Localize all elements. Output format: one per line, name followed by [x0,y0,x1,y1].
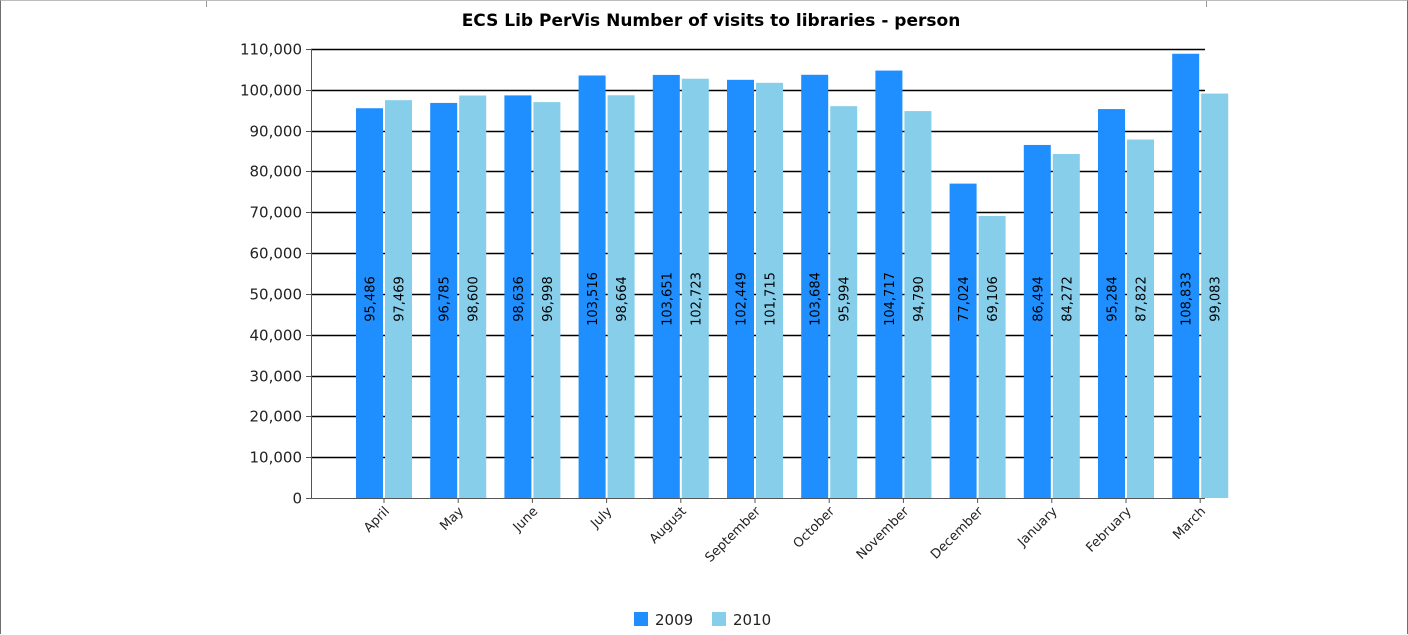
data-label: 69,106 [986,276,1001,322]
data-label: 87,822 [1135,276,1150,322]
axes [311,49,1205,503]
data-label: 95,486 [364,276,379,322]
bar [904,111,932,498]
data-label: 77,024 [957,276,972,322]
data-label: 98,636 [512,276,527,322]
bar [430,102,458,499]
x-tick-label: December [928,504,987,563]
y-tick-label: 20,000 [250,408,303,426]
data-label: 104,717 [883,272,898,326]
y-tick-label: 60,000 [250,245,303,263]
y-tick-label: 30,000 [250,368,303,386]
frame-tick [1206,1,1207,7]
bar [681,78,709,498]
data-label: 99,083 [1209,276,1224,322]
frame-tick [206,1,207,7]
chart-title: ECS Lib PerVis Number of visits to libra… [462,11,961,31]
data-label: 96,785 [438,276,453,322]
bar [533,102,561,498]
y-tick-label: 50,000 [250,286,303,304]
bar [830,106,858,498]
bar [1052,154,1080,498]
x-tick-label: April [361,504,393,536]
data-label: 103,516 [586,272,601,326]
y-tick-label: 0 [292,490,302,508]
y-tick-label: 110,000 [240,41,302,59]
y-tick-label: 10,000 [250,449,303,467]
x-tick-label: March [1170,504,1209,543]
y-tick-label: 40,000 [250,327,303,345]
bar [652,74,680,498]
data-label: 95,994 [838,276,853,322]
data-label: 108,833 [1180,272,1195,326]
x-tick-label: January [1014,504,1060,550]
x-tick-label: May [437,504,467,534]
bar [385,100,412,498]
x-tick-label: September [702,504,764,566]
bar [1098,109,1125,498]
data-label: 102,449 [735,272,750,326]
y-tick-label: 100,000 [240,82,302,100]
data-label: 94,790 [912,276,927,322]
data-label: 86,494 [1031,276,1046,322]
data-label: 101,715 [764,272,779,326]
x-tick-label: October [791,504,839,552]
data-label: 96,998 [541,276,556,322]
bar [756,82,783,498]
legend-swatch [712,612,726,626]
x-tick-label: February [1083,504,1135,556]
x-tick-label: July [588,504,616,532]
bar [459,95,487,499]
data-label: 103,684 [809,272,824,326]
data-label: 84,272 [1060,276,1075,322]
bar [978,215,1006,498]
bar [607,95,635,499]
x-tick-label: August [647,504,690,547]
data-label: 103,651 [660,272,675,326]
bar [356,108,383,499]
bar [1172,53,1200,498]
data-label: 98,664 [615,276,630,322]
data-label: 102,723 [689,272,704,326]
bar [727,79,754,498]
legend: 2009 2010 [634,611,771,629]
data-label: 95,284 [1106,276,1121,322]
bar [1023,144,1051,499]
bar [578,75,606,499]
data-labels: 95,486 97,469 96,785 98,600 98,636 96,998 103,… [364,272,1224,326]
y-axis-ticks: 0 10,000 20,000 30,000 40,000 50,000 60,000 70,… [240,41,311,508]
bar [949,183,977,498]
legend-swatch [634,612,648,626]
bars [356,53,1229,499]
legend-label: 2009 [655,611,693,629]
bar [801,74,829,498]
bar [504,95,532,499]
data-label: 98,600 [467,276,482,322]
data-label: 97,469 [393,276,408,322]
x-tick-label: June [510,504,541,535]
y-tick-label: 70,000 [250,204,303,222]
x-tick-label: November [854,504,913,563]
y-tick-label: 90,000 [250,123,303,141]
y-tick-label: 80,000 [250,163,303,181]
x-axis-ticks: April May June July August September October No… [361,504,1209,566]
bar [1201,93,1229,498]
legend-label: 2010 [733,611,771,629]
bar [1127,139,1154,499]
bar [875,70,903,499]
